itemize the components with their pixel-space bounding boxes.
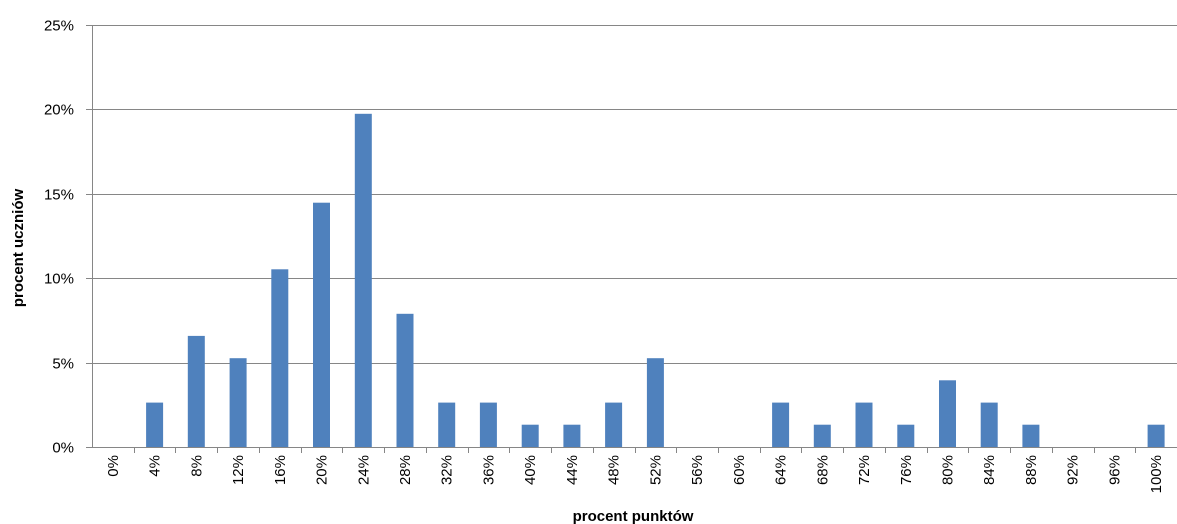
bar-88% <box>1022 424 1040 447</box>
bar-4% <box>146 402 164 447</box>
bars <box>146 113 1165 448</box>
x-tick-label: 92% <box>1065 455 1082 485</box>
x-tick-label: 88% <box>1023 455 1040 485</box>
x-tick-label: 68% <box>814 455 831 485</box>
x-tick-label: 76% <box>898 455 915 485</box>
y-tick-label: 20% <box>44 102 74 119</box>
y-tick-labels: 0% 5% 10% 15% 20% 25% <box>44 18 74 457</box>
x-tick-label: 56% <box>689 455 706 485</box>
y-axis-title: procent uczniów <box>10 189 27 308</box>
bar-100% <box>1147 424 1165 447</box>
x-tick-label: 72% <box>856 455 873 485</box>
x-tick-label: 64% <box>773 455 790 485</box>
bar-80% <box>939 380 956 447</box>
x-tick-label: 96% <box>1106 455 1123 485</box>
bar-52% <box>646 358 664 447</box>
bar-8% <box>187 335 205 447</box>
x-tick-label: 100% <box>1148 455 1165 493</box>
x-tick-label: 60% <box>731 455 748 485</box>
bar-64% <box>772 402 790 447</box>
bar-48% <box>605 402 623 447</box>
bar-24% <box>354 113 372 448</box>
bar-12% <box>229 358 247 447</box>
x-tick-label: 84% <box>981 455 998 485</box>
bar-36% <box>479 402 497 447</box>
bar-16% <box>271 269 289 447</box>
x-tick-label: 80% <box>940 455 957 485</box>
y-tick-label: 5% <box>52 356 74 373</box>
bar-20% <box>313 202 330 447</box>
bar-76% <box>897 424 915 447</box>
x-tick-label: 8% <box>188 455 205 477</box>
y-tick-label: 15% <box>44 187 74 204</box>
x-tick-label: 20% <box>314 455 331 485</box>
y-tick-label: 0% <box>52 440 74 457</box>
x-axis-title: procent punktów <box>573 508 694 524</box>
x-tick-label: 24% <box>355 455 372 485</box>
x-tick-label: 0% <box>105 455 122 477</box>
gridlines <box>92 25 1177 364</box>
bar-84% <box>980 402 998 447</box>
x-tick-label: 12% <box>230 455 247 485</box>
x-tick-label: 36% <box>480 455 497 485</box>
y-tick-label: 25% <box>44 18 74 35</box>
x-tick-label: 48% <box>606 455 623 485</box>
x-tick-label: 28% <box>397 455 414 485</box>
x-tick-label: 44% <box>564 455 581 485</box>
x-tick-label: 52% <box>647 455 664 485</box>
x-tick-label: 40% <box>522 455 539 485</box>
bar-72% <box>855 402 873 447</box>
bar-68% <box>813 424 831 447</box>
x-tick-labels: 0% 4% 8% 12% 16% 20% 24% 28% 32% 36% 40% 44% 48% 52% 5… <box>105 455 1165 493</box>
x-tick-label: 32% <box>439 455 456 485</box>
bar-40% <box>521 424 539 447</box>
x-tick-label: 16% <box>272 455 289 485</box>
bar-44% <box>563 424 581 447</box>
x-tick-label: 4% <box>147 455 164 477</box>
bar-32% <box>438 402 456 447</box>
axes <box>86 25 1177 453</box>
y-tick-label: 10% <box>44 271 74 288</box>
bar-28% <box>396 313 414 447</box>
